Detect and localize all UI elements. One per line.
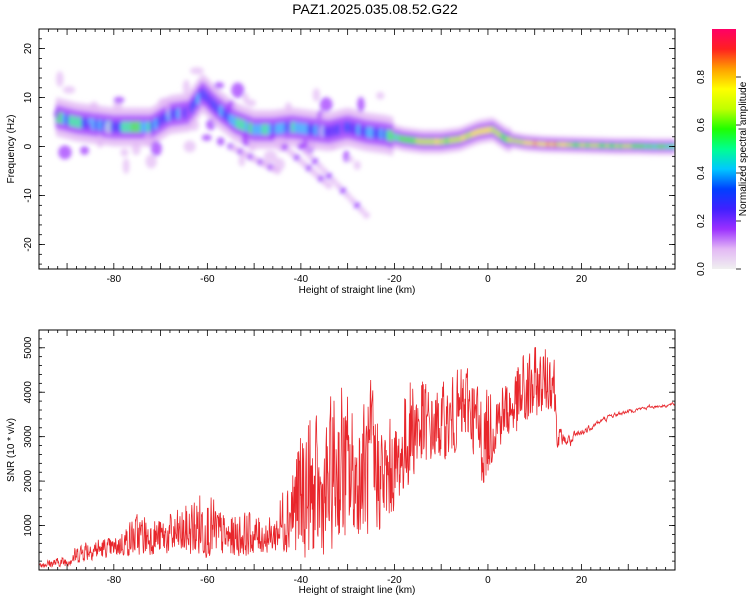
- y-tick-label: 2000: [23, 470, 34, 493]
- x-tick-label: -80: [107, 575, 122, 586]
- snr-x-axis-label: Height of straight line (km): [299, 585, 416, 596]
- spectrogram-cell: [330, 177, 338, 185]
- spectrogram-cell: [248, 142, 256, 153]
- y-tick-label: -20: [23, 237, 34, 252]
- spectrogram-heatmap: [53, 67, 675, 219]
- spectrogram-cell: [302, 147, 310, 155]
- spectrogram-cell: [188, 119, 200, 131]
- colorbar-ticks: 0.0 0.2 0.4 0.6 0.8: [696, 70, 741, 276]
- x-tick-label: -80: [107, 274, 122, 285]
- colorbar-tick-label: 0.4: [696, 166, 707, 180]
- spectrogram-cell: [344, 192, 352, 200]
- spectrogram-cell: [334, 182, 342, 190]
- spectrogram-cell: [362, 211, 370, 219]
- spectrogram-ticks: -80 -60 -40 -20 0 20 -20 -10 0 10 20: [23, 28, 676, 285]
- spectrogram-cell: [311, 157, 319, 165]
- y-tick-label: -10: [23, 188, 34, 203]
- x-tick-label: 20: [576, 274, 588, 285]
- spectrogram-cell: [325, 172, 333, 180]
- spectrogram-cell: [145, 154, 157, 169]
- x-tick-label: -60: [200, 575, 215, 586]
- spectrogram-cell: [348, 196, 356, 204]
- spectrogram-cell: [312, 88, 321, 102]
- spectrogram-cell: [245, 99, 257, 107]
- spectrogram-cell: [263, 150, 278, 163]
- spectrogram-cell: [122, 158, 130, 175]
- x-tick-label: -40: [294, 575, 309, 586]
- spectrogram-cell: [274, 167, 281, 175]
- spectrogram-cell: [238, 154, 246, 167]
- spectrogram-cell: [150, 140, 162, 157]
- snr-ticks: -80 -60 -40 -20 0 20 1000 2000 3000 4000 5000: [23, 329, 676, 586]
- colorbar-gradient: [712, 29, 736, 269]
- spectrogram-cell: [231, 82, 245, 99]
- spectrogram-cell: [297, 143, 305, 151]
- spectrogram-cell: [113, 96, 125, 104]
- colorbar-label: Normalized spectral amplitude: [738, 81, 749, 216]
- spectrogram-cell: [353, 201, 361, 209]
- spectrogram-cell: [357, 96, 365, 113]
- spectrogram-cell: [79, 145, 90, 155]
- spectrogram-cell: [306, 152, 314, 160]
- spectrogram-cell: [339, 187, 347, 195]
- y-tick-label: 3000: [23, 425, 34, 448]
- x-tick-label: 0: [485, 274, 491, 285]
- y-tick-label: 10: [23, 92, 34, 104]
- colorbar: 0.0 0.2 0.4 0.6 0.8 Normalized spectral ampl…: [696, 29, 749, 276]
- spectrogram-cell: [58, 145, 72, 160]
- spectrogram-cell: [182, 79, 191, 95]
- spectrogram-y-axis-label: Frequency (Hz): [6, 115, 17, 184]
- y-tick-label: 1000: [23, 514, 34, 537]
- x-tick-label: 20: [576, 575, 588, 586]
- x-tick-label: -40: [294, 274, 309, 285]
- y-tick-label: 20: [23, 43, 34, 55]
- y-tick-label: 5000: [23, 336, 34, 359]
- spectrogram-cell: [62, 86, 76, 94]
- spectrogram-cell: [183, 140, 196, 153]
- spectrogram-cell: [316, 162, 324, 170]
- spectrogram-cell: [347, 156, 354, 163]
- x-tick-label: -20: [387, 575, 402, 586]
- spectrogram-cell: [214, 82, 225, 89]
- spectrogram-cell: [216, 137, 225, 146]
- spectrogram-cell: [325, 182, 333, 190]
- snr-panel: -80 -60 -40 -20 0 20 1000 2000 3000 4000 5000 Heig…: [6, 329, 676, 596]
- snr-y-axis-label: SNR (10 * v/v): [6, 418, 17, 482]
- spectrogram-x-axis-label: Height of straight line (km): [299, 285, 416, 296]
- colorbar-tick-label: 0.0: [696, 262, 707, 276]
- x-tick-label: -20: [387, 274, 402, 285]
- snr-series-line: [39, 347, 675, 568]
- spectrogram-panel: -80 -60 -40 -20 0 20 -20 -10 0 10 20 Height of str…: [6, 28, 676, 296]
- x-tick-label: 0: [485, 575, 491, 586]
- y-tick-label: 4000: [23, 381, 34, 404]
- spectrogram-cell: [358, 206, 366, 214]
- colorbar-tick-label: 0.2: [696, 214, 707, 228]
- spectrogram-cell: [189, 67, 204, 75]
- spectrogram-cell: [376, 91, 385, 100]
- chart-title: PAZ1.2025.035.08.52.G22: [292, 1, 458, 17]
- y-tick-label: 0: [23, 143, 34, 149]
- colorbar-tick-label: 0.8: [696, 70, 707, 84]
- colorbar-tick-label: 0.6: [696, 118, 707, 132]
- spectrogram-cell: [353, 160, 361, 171]
- x-tick-label: -60: [200, 274, 215, 285]
- spectrogram-cell: [201, 134, 212, 142]
- spectrogram-cell: [56, 71, 64, 88]
- spectrogram-cell: [320, 167, 328, 175]
- spectrogram-cell: [120, 148, 129, 157]
- spectrogram-cell: [319, 97, 333, 112]
